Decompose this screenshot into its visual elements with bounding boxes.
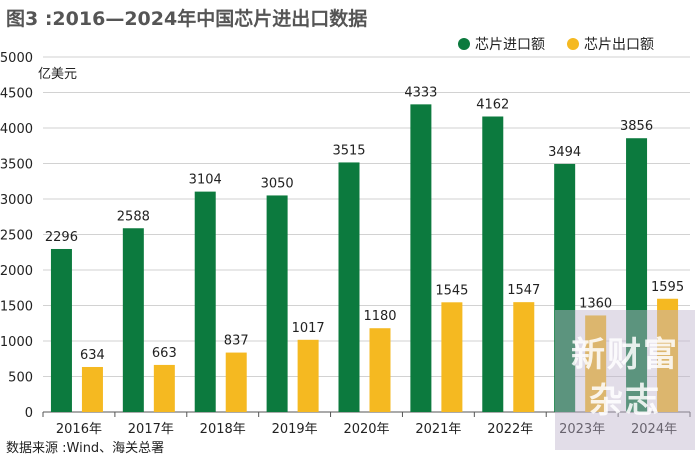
legend-label-export: 芯片出口额 <box>584 37 654 53</box>
watermark-line1: 新财富 <box>571 335 679 375</box>
legend-item-export: 芯片出口额 <box>567 34 654 54</box>
legend-swatch-export <box>567 38 579 50</box>
watermark-line2: 杂志 <box>589 381 661 421</box>
data-label-export: 1547 <box>507 283 540 298</box>
y-tick-label: 4000 <box>0 122 33 137</box>
data-label-import: 2588 <box>117 209 150 224</box>
y-tick-label: 500 <box>8 371 33 386</box>
x-tick-label: 2018年 <box>200 422 246 437</box>
data-label-import: 3515 <box>332 143 365 158</box>
x-tick-label: 2023年 <box>559 422 605 437</box>
y-tick-label: 4500 <box>0 87 33 102</box>
y-tick-label: 1500 <box>0 300 33 315</box>
data-label-import: 3856 <box>620 119 653 134</box>
bar-export <box>585 315 607 412</box>
x-tick-label: 2021年 <box>415 422 461 437</box>
legend-swatch-import <box>458 38 470 50</box>
bar-import <box>194 191 216 412</box>
data-label-export: 1360 <box>579 296 612 311</box>
y-tick-label: 5000 <box>0 51 33 66</box>
bar-export <box>441 302 463 412</box>
data-label-import: 4333 <box>404 85 437 100</box>
bar-import <box>50 248 72 412</box>
y-tick-label: 0 <box>25 406 33 421</box>
x-tick-label: 2019年 <box>272 422 318 437</box>
bar-export <box>225 352 247 412</box>
bar-import <box>554 163 576 412</box>
data-label-import: 3104 <box>189 173 222 188</box>
bar-import <box>410 104 432 413</box>
bar-import <box>338 162 360 412</box>
legend: 芯片进口额 芯片出口额 <box>458 34 676 54</box>
bar-export <box>369 328 391 412</box>
data-label-export: 1017 <box>292 321 325 336</box>
chart-title: 图3 :2016—2024年中国芯片进出口数据 <box>6 8 368 30</box>
legend-item-import: 芯片进口额 <box>458 34 545 54</box>
data-label-export: 837 <box>224 334 249 349</box>
bar-import <box>266 195 288 412</box>
data-label-export: 634 <box>80 348 105 363</box>
data-label-import: 2296 <box>45 230 78 245</box>
data-label-export: 1595 <box>651 280 684 295</box>
watermark-logo: 新财富 杂志 <box>555 310 695 450</box>
bar-import <box>482 116 504 413</box>
legend-label-import: 芯片进口额 <box>475 37 545 53</box>
bar-export <box>657 298 679 412</box>
data-label-import: 3494 <box>548 145 581 160</box>
bar-export <box>153 364 175 412</box>
y-tick-label: 1000 <box>0 335 33 350</box>
data-label-import: 4162 <box>476 97 509 112</box>
data-label-export: 1180 <box>363 309 396 324</box>
x-tick-label: 2024年 <box>631 422 677 437</box>
data-label-export: 663 <box>152 346 177 361</box>
bar-export <box>513 302 535 412</box>
bar-export <box>297 339 319 412</box>
y-tick-label: 3000 <box>0 193 33 208</box>
bar-import <box>122 228 144 412</box>
data-source: 数据来源 :Wind、海关总署 <box>6 441 165 456</box>
bar-import <box>626 138 648 412</box>
x-tick-label: 2017年 <box>128 422 174 437</box>
y-axis-label: 亿美元 <box>38 67 77 82</box>
y-tick-label: 2000 <box>0 264 33 279</box>
x-tick-label: 2022年 <box>487 422 533 437</box>
x-tick-label: 2020年 <box>343 422 389 437</box>
data-label-import: 3050 <box>261 176 294 191</box>
data-label-export: 1545 <box>435 283 468 298</box>
bar-export <box>81 366 103 412</box>
x-tick-label: 2016年 <box>56 422 102 437</box>
y-tick-label: 2500 <box>0 229 33 244</box>
y-tick-label: 3500 <box>0 158 33 173</box>
